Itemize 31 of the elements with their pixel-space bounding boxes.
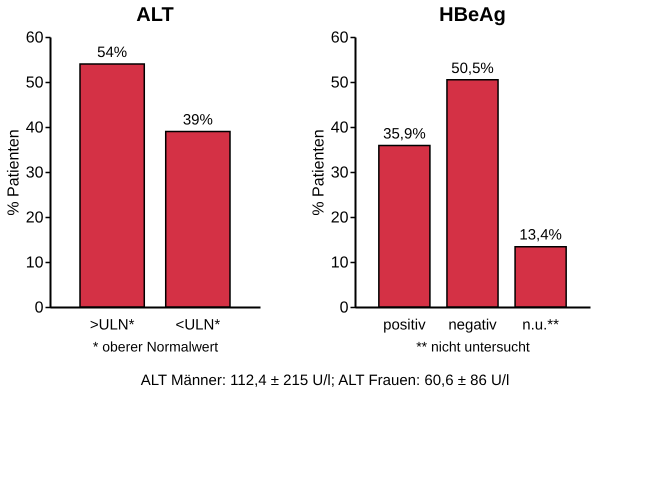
y-axis-title: % Patienten bbox=[310, 129, 328, 216]
y-tick-label: 50 bbox=[26, 74, 44, 92]
data-label: 54% bbox=[97, 44, 128, 61]
x-tick-label: <ULN* bbox=[176, 316, 220, 334]
y-axis-title: % Patienten bbox=[6, 129, 23, 216]
data-label: 13,4% bbox=[519, 226, 562, 244]
y-tick-label: 20 bbox=[26, 210, 44, 226]
x-tick-label: >ULN* bbox=[90, 316, 135, 334]
y-tick-label: 50 bbox=[330, 74, 349, 92]
y-tick-label: 10 bbox=[26, 254, 44, 272]
chart-title: ALT bbox=[136, 4, 174, 26]
data-label: 39% bbox=[182, 112, 213, 128]
y-tick-label: 20 bbox=[330, 210, 349, 226]
y-tick-label: 30 bbox=[330, 164, 349, 182]
x-tick-label: negativ bbox=[448, 316, 498, 334]
x-tick-label: n.u.** bbox=[522, 316, 560, 334]
y-tick-label: 60 bbox=[26, 30, 44, 46]
text: ALT Männer: 112,4 ± 215 U/l; ALT Frauen: 60,6 ± 86 U/l bbox=[140, 372, 510, 389]
y-tick-label: 60 bbox=[330, 30, 349, 46]
y-tick-label: 0 bbox=[340, 300, 349, 316]
data-label: 35,9% bbox=[383, 125, 426, 142]
y-tick-label: 0 bbox=[34, 300, 44, 316]
text: * oberer Normalwert bbox=[92, 338, 218, 354]
y-tick-label: 30 bbox=[26, 164, 44, 182]
x-tick-label: positiv bbox=[383, 316, 426, 334]
y-tick-label: 10 bbox=[330, 254, 349, 272]
y-tick-label: 40 bbox=[330, 120, 349, 136]
chart-title: HBeAg bbox=[439, 4, 506, 26]
text: ** nicht untersucht bbox=[416, 338, 530, 354]
data-label: 50,5% bbox=[451, 60, 494, 77]
y-tick-label: 40 bbox=[26, 120, 44, 136]
